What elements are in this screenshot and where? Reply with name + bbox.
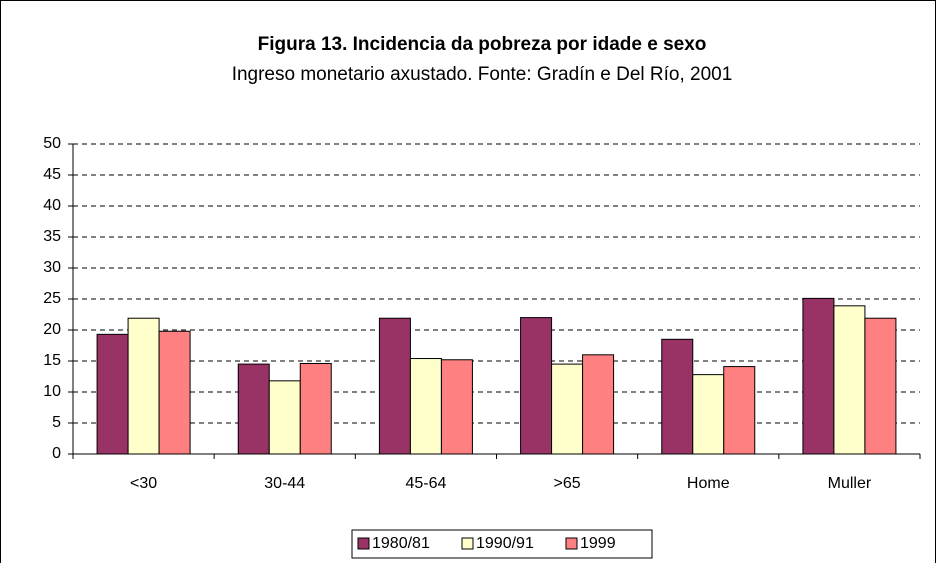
legend-swatch [461,537,474,550]
bar [864,317,897,455]
y-tick-label: 20 [43,321,61,338]
legend-swatch [357,537,370,550]
y-tick-label: 45 [43,166,61,183]
bar [268,380,301,455]
bar [378,317,411,455]
y-tick-label: 15 [43,352,61,369]
legend-label: 1999 [580,535,616,552]
bar [158,330,191,455]
y-tick-label: 0 [52,445,61,462]
chart-subtitle: Ingreso monetario axustado. Fonte: Gradí… [232,64,733,85]
legend-swatch [565,537,578,550]
x-tick-label: <30 [130,475,157,492]
x-tick-label: 45-64 [405,475,446,492]
bar [409,358,442,455]
y-tick-label: 10 [43,383,61,400]
bar [833,305,866,455]
x-tick-label: >65 [554,475,581,492]
y-tick-label: 30 [43,259,61,276]
bar [127,317,160,455]
legend-box [351,529,653,559]
bar [802,297,835,455]
x-tick-label: Home [687,475,730,492]
bar [582,354,615,455]
bar [551,363,584,455]
bar [299,362,332,455]
y-tick-label: 5 [52,414,61,431]
x-tick-label: Muller [828,475,872,492]
bar [520,317,553,455]
y-tick-label: 25 [43,290,61,307]
bar [661,338,694,455]
bar [723,366,756,455]
bar [237,363,270,455]
y-tick-label: 50 [43,135,61,152]
legend-label: 1980/81 [372,535,430,552]
chart-title: Figura 13. Incidencia da pobreza por ida… [258,34,707,55]
bar [96,333,129,455]
y-tick-label: 40 [43,197,61,214]
y-tick-label: 35 [43,228,61,245]
x-tick-label: 30-44 [264,475,305,492]
bar [692,374,725,455]
bar [440,359,473,455]
legend-label: 1990/91 [476,535,534,552]
